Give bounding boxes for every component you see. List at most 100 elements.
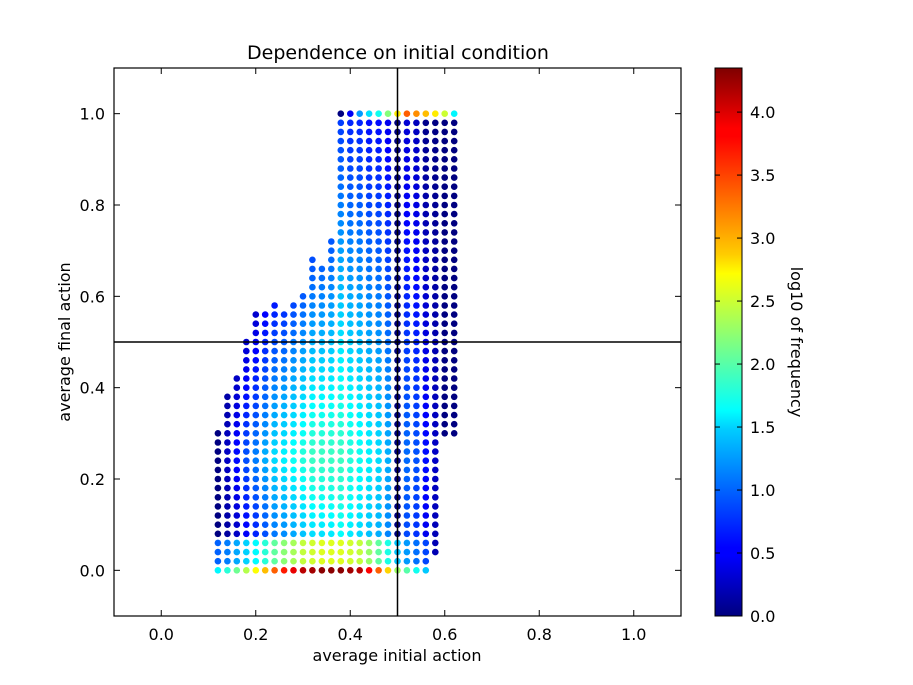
scatter-point (337, 283, 345, 291)
scatter-point (280, 393, 288, 401)
scatter-point (375, 384, 382, 392)
scatter-point (337, 238, 345, 245)
colorbar-tick-label: 3.0 (750, 229, 775, 248)
scatter-point (280, 512, 288, 519)
scatter-point (252, 457, 260, 465)
scatter-point (309, 494, 316, 501)
scatter-point (422, 557, 430, 565)
scatter-point (309, 375, 316, 382)
scatter-point (403, 210, 411, 218)
scatter-point (299, 457, 307, 465)
scatter-point (384, 466, 392, 474)
scatter-point (290, 411, 297, 419)
scatter-point (224, 393, 231, 401)
scatter-point (243, 557, 250, 565)
scatter-point (318, 567, 326, 574)
scatter-point (233, 384, 241, 392)
scatter-point (432, 302, 439, 309)
x-tick-label: 0.4 (338, 625, 363, 644)
scatter-point (261, 375, 269, 382)
scatter-point (271, 366, 278, 373)
scatter-point (375, 539, 382, 547)
scatter-point (337, 530, 345, 538)
scatter-point (280, 430, 288, 437)
scatter-point (280, 375, 288, 382)
scatter-point (403, 302, 411, 309)
scatter-point (337, 521, 345, 528)
scatter-point (403, 238, 411, 245)
scatter-point (252, 521, 260, 528)
scatter-point (299, 302, 307, 309)
scatter-point (413, 302, 420, 309)
scatter-point (356, 430, 364, 437)
scatter-point (290, 357, 297, 364)
scatter-point (337, 402, 345, 410)
scatter-point (403, 247, 411, 254)
scatter-point (280, 329, 288, 337)
scatter-point (432, 311, 439, 318)
scatter-point (347, 220, 354, 227)
y-tick-label: 0.4 (80, 379, 105, 398)
scatter-point (224, 539, 231, 547)
scatter-point (243, 457, 250, 465)
scatter-point (403, 375, 411, 382)
scatter-point (422, 457, 430, 465)
scatter-point (337, 119, 345, 127)
scatter-point (337, 311, 345, 318)
scatter-point (328, 393, 335, 401)
scatter-point (375, 210, 382, 218)
scatter-point (365, 247, 373, 254)
scatter-point (403, 174, 411, 181)
scatter-point (337, 411, 345, 419)
scatter-point (347, 293, 354, 300)
scatter-point (450, 393, 458, 401)
scatter-point (224, 420, 231, 428)
y-tick-label: 0.0 (80, 561, 105, 580)
colorbar-tick-label: 3.5 (750, 166, 775, 185)
scatter-point (375, 484, 382, 492)
scatter-point (375, 192, 382, 200)
scatter-point (337, 210, 345, 218)
scatter-point (299, 466, 307, 474)
scatter-point (441, 137, 449, 145)
scatter-point (356, 311, 364, 318)
scatter-point (271, 411, 278, 419)
scatter-point (243, 402, 250, 410)
scatter-point (413, 238, 420, 245)
scatter-point (365, 293, 373, 300)
scatter-point (233, 411, 241, 419)
scatter-point (224, 530, 231, 538)
scatter-point (432, 265, 439, 273)
scatter-point (299, 494, 307, 501)
scatter-point (252, 320, 260, 328)
scatter-point (337, 366, 345, 373)
scatter-point (422, 375, 430, 382)
scatter-point (318, 366, 326, 373)
scatter-point (384, 475, 392, 483)
colorbar-tick-label: 1.0 (750, 481, 775, 500)
scatter-point (403, 567, 411, 574)
scatter-point (347, 165, 354, 172)
scatter-point (384, 165, 392, 172)
scatter-point (422, 265, 430, 273)
scatter-point (309, 366, 316, 373)
scatter-point (290, 430, 297, 437)
scatter-point (271, 439, 278, 446)
scatter-point (441, 375, 449, 382)
scatter-point (356, 548, 364, 556)
scatter-point (450, 375, 458, 382)
scatter-point (413, 393, 420, 401)
scatter-point (280, 548, 288, 556)
scatter-point (403, 548, 411, 556)
scatter-point (233, 512, 241, 519)
scatter-point (280, 311, 288, 318)
scatter-point (365, 530, 373, 538)
scatter-point (422, 192, 430, 200)
scatter-point (337, 512, 345, 519)
scatter-point (309, 466, 316, 474)
x-tick-label: 0.8 (527, 625, 552, 644)
scatter-point (403, 183, 411, 190)
scatter-point (233, 448, 241, 455)
scatter-point (233, 475, 241, 483)
scatter-point (309, 411, 316, 419)
